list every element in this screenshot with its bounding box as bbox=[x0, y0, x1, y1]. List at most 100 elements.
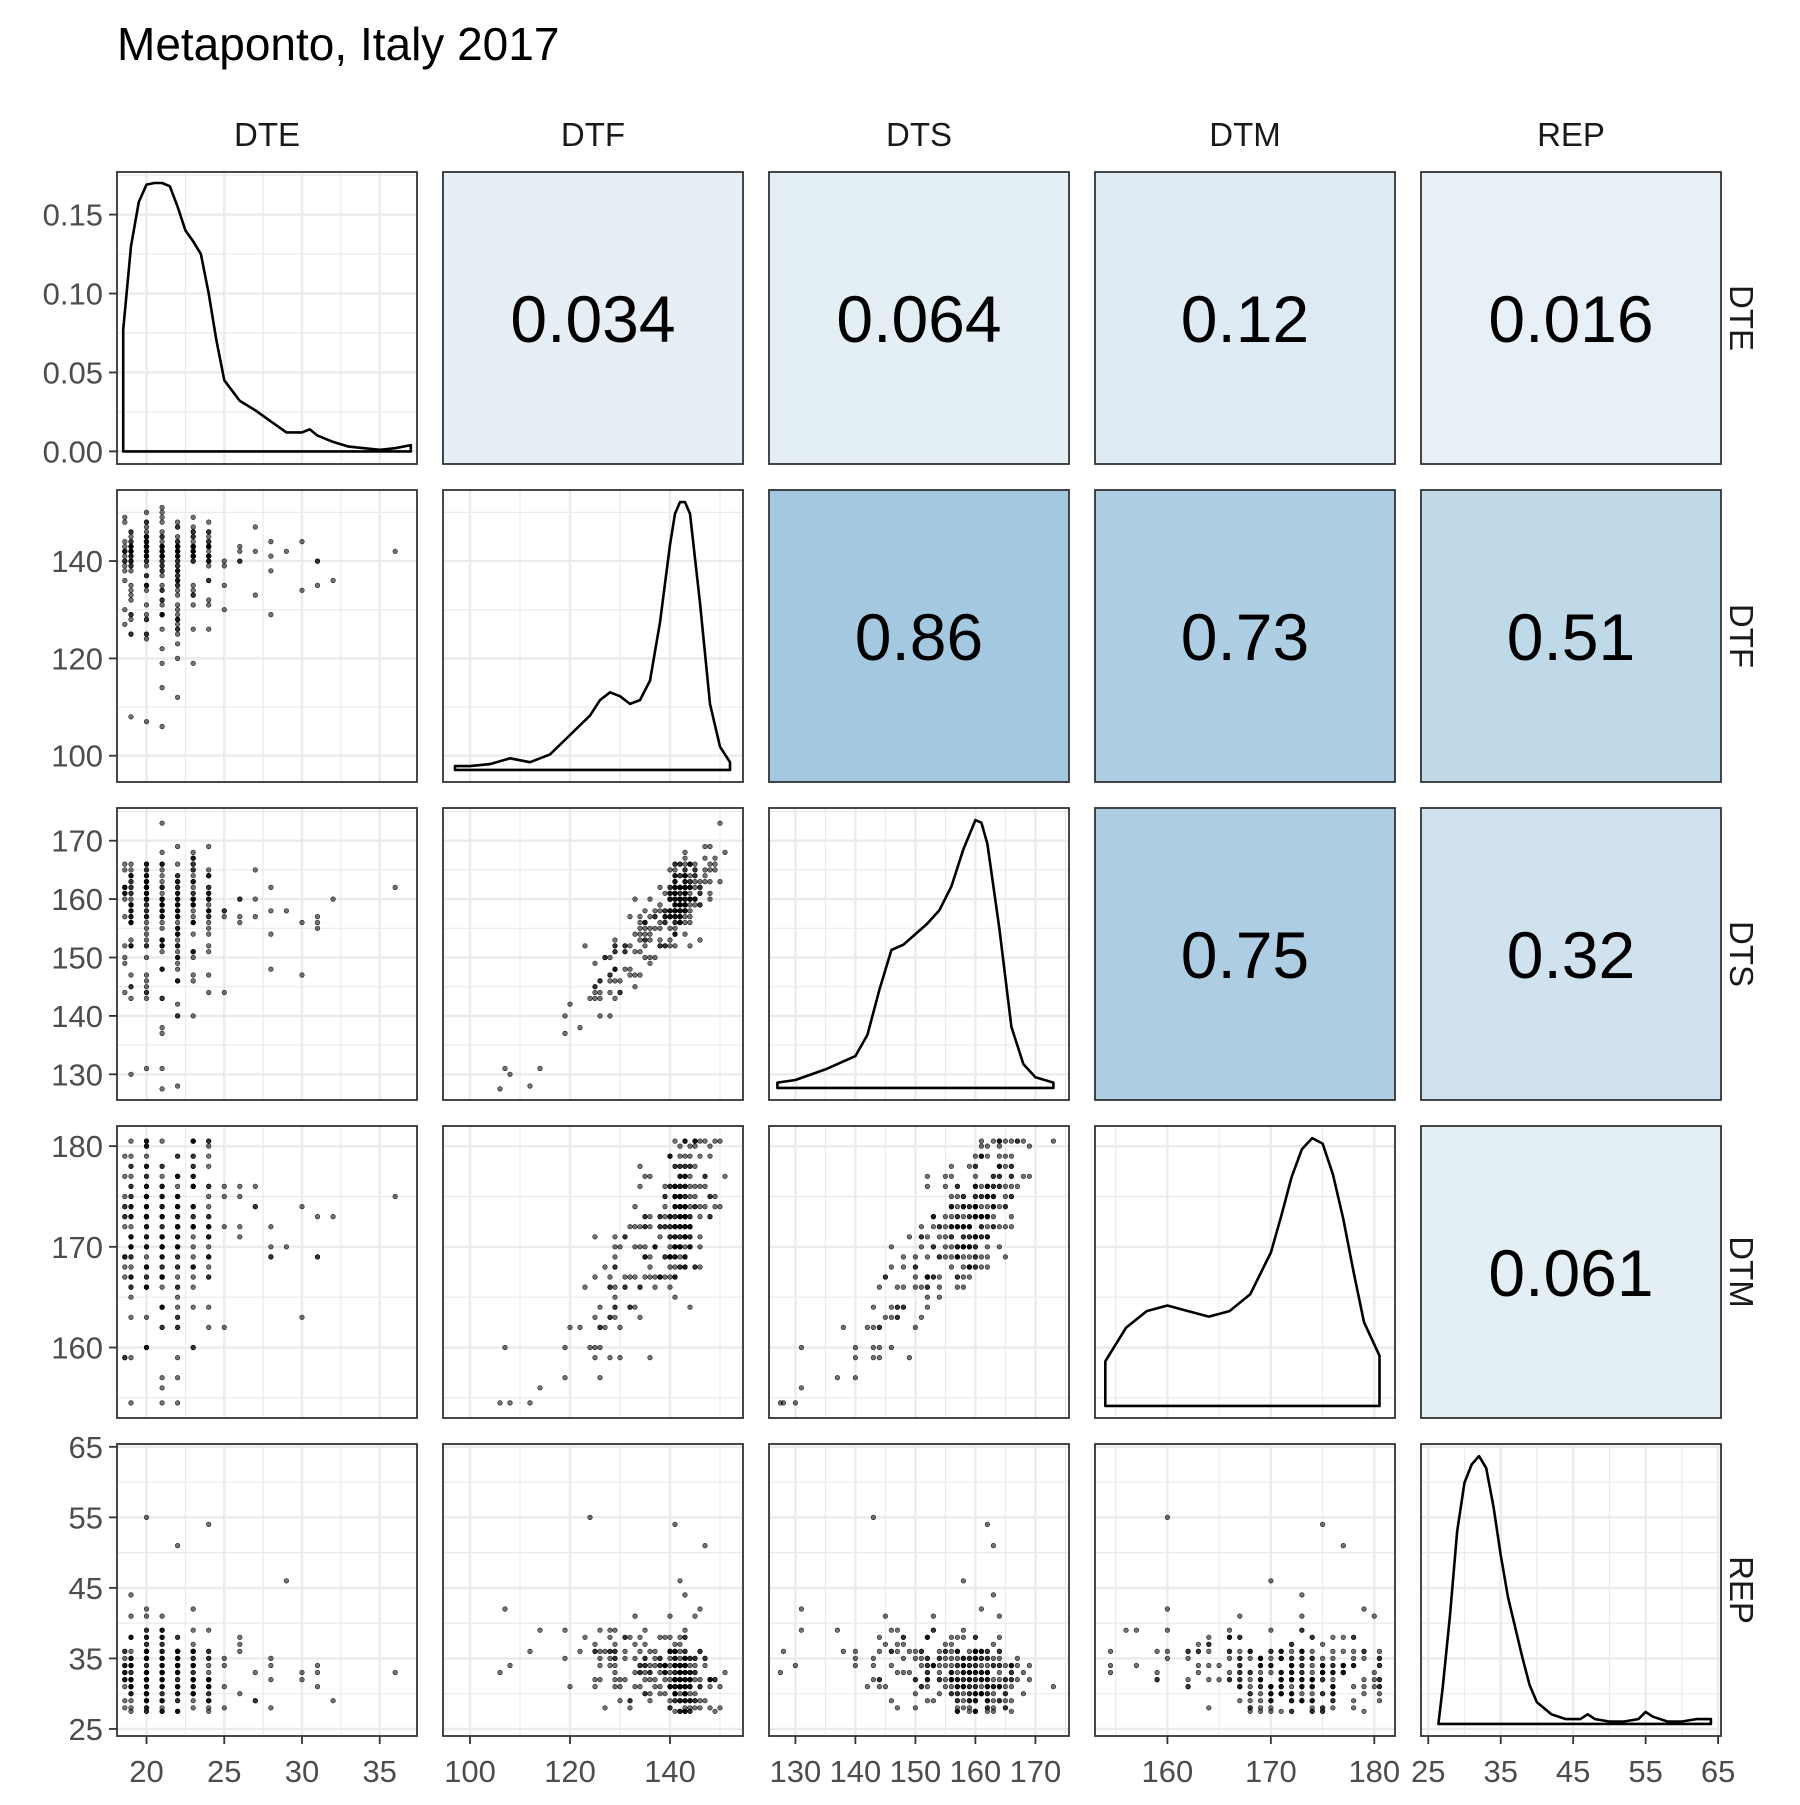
scatter-point bbox=[190, 972, 196, 978]
scatter-point bbox=[672, 1521, 678, 1527]
scatter-point bbox=[1002, 1676, 1009, 1683]
scatter-point bbox=[206, 1669, 212, 1676]
scatter-point bbox=[122, 1193, 128, 1200]
scatter-point bbox=[268, 1655, 274, 1661]
scatter-point bbox=[682, 855, 688, 861]
scatter-point bbox=[221, 1193, 227, 1200]
scatter-point bbox=[1026, 1143, 1032, 1149]
scatter-point bbox=[143, 553, 150, 559]
scatter-point bbox=[672, 1224, 678, 1230]
scatter-point bbox=[707, 843, 713, 850]
scatter-point bbox=[1008, 1224, 1015, 1230]
scatter-point bbox=[960, 1698, 967, 1704]
scatter-point bbox=[190, 1173, 196, 1179]
scatter-point bbox=[948, 1234, 955, 1240]
panel-background bbox=[117, 1444, 417, 1736]
panel-dtm-dtf bbox=[442, 1125, 744, 1419]
scatter-point bbox=[299, 1669, 305, 1676]
scatter-point bbox=[667, 1662, 673, 1669]
scatter-point bbox=[852, 1375, 859, 1381]
scatter-point bbox=[128, 563, 134, 569]
scatter-point bbox=[128, 631, 134, 637]
scatter-point bbox=[876, 1284, 883, 1290]
scatter-point bbox=[936, 1224, 943, 1230]
x-tick-label: 25 bbox=[1411, 1754, 1445, 1789]
scatter-point bbox=[672, 925, 678, 931]
scatter-point bbox=[990, 1193, 997, 1200]
scatter-point bbox=[672, 878, 678, 885]
scatter-point bbox=[954, 1274, 961, 1280]
scatter-point bbox=[237, 919, 243, 926]
scatter-point bbox=[159, 582, 165, 589]
scatter-point bbox=[870, 1676, 877, 1683]
y-tick-label: 120 bbox=[51, 641, 103, 676]
scatter-point bbox=[128, 1314, 134, 1320]
scatter-point bbox=[682, 1264, 688, 1270]
scatter-point bbox=[632, 1655, 638, 1661]
scatter-point bbox=[597, 1375, 603, 1381]
scatter-point bbox=[128, 1669, 134, 1676]
scatter-point bbox=[692, 1698, 698, 1704]
scatter-point bbox=[972, 1669, 979, 1676]
scatter-point bbox=[1361, 1606, 1367, 1612]
scatter-point bbox=[1020, 1669, 1027, 1676]
scatter-point bbox=[159, 558, 165, 564]
scatter-point bbox=[798, 1385, 805, 1391]
scatter-point bbox=[1164, 1627, 1170, 1633]
panel-background bbox=[1095, 1444, 1395, 1736]
x-tick-label: 25 bbox=[207, 1754, 241, 1789]
scatter-point bbox=[206, 896, 212, 902]
scatter-point bbox=[175, 602, 181, 608]
scatter-point bbox=[252, 1203, 258, 1210]
scatter-point bbox=[128, 1662, 134, 1669]
scatter-point bbox=[942, 1683, 949, 1690]
scatter-point bbox=[692, 884, 698, 891]
scatter-point bbox=[190, 529, 196, 535]
scatter-point bbox=[617, 1676, 623, 1683]
scatter-point bbox=[128, 896, 134, 902]
panel-border bbox=[116, 1125, 418, 1419]
panel-background bbox=[117, 808, 417, 1100]
scatter-point bbox=[1008, 1669, 1015, 1676]
scatter-point bbox=[159, 1244, 165, 1250]
scatter-point bbox=[128, 861, 134, 867]
scatter-point bbox=[159, 919, 165, 926]
scatter-point bbox=[612, 1244, 618, 1250]
scatter-point bbox=[175, 1224, 181, 1230]
scatter-point bbox=[918, 1655, 925, 1661]
scatter-point bbox=[960, 1254, 967, 1260]
scatter-point bbox=[190, 1683, 196, 1690]
scatter-point bbox=[159, 1086, 165, 1092]
scatter-point bbox=[122, 621, 128, 627]
scatter-point bbox=[175, 890, 181, 896]
scatter-point bbox=[966, 1669, 973, 1676]
scatter-point bbox=[1376, 1683, 1383, 1690]
scatter-point bbox=[798, 1606, 805, 1612]
scatter-point bbox=[607, 1354, 613, 1361]
scatter-point bbox=[677, 884, 683, 891]
scatter-point bbox=[682, 1683, 688, 1690]
x-tick-label: 45 bbox=[1556, 1754, 1590, 1789]
scatter-point bbox=[122, 1203, 128, 1210]
scatter-point bbox=[268, 553, 274, 559]
scatter-point bbox=[647, 1213, 653, 1220]
scatter-point bbox=[592, 1354, 598, 1361]
scatter-point bbox=[984, 1662, 991, 1669]
scatter-point bbox=[175, 631, 181, 637]
scatter-point bbox=[960, 1264, 967, 1270]
scatter-point bbox=[984, 1264, 991, 1270]
scatter-point bbox=[330, 1698, 336, 1704]
scatter-point bbox=[175, 543, 181, 550]
scatter-point bbox=[592, 1274, 598, 1280]
scatter-point bbox=[612, 1648, 618, 1654]
scatter-point bbox=[527, 1400, 533, 1406]
scatter-point bbox=[652, 1655, 658, 1661]
scatter-point bbox=[996, 1203, 1003, 1210]
scatter-point bbox=[330, 577, 336, 584]
scatter-point bbox=[159, 913, 165, 920]
scatter-point bbox=[607, 1655, 613, 1661]
scatter-point bbox=[175, 861, 181, 867]
x-tick-label: 160 bbox=[950, 1754, 1002, 1789]
scatter-point bbox=[268, 1254, 274, 1260]
corr-background bbox=[1420, 489, 1722, 783]
